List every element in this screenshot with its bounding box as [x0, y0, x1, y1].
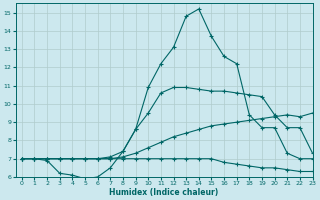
X-axis label: Humidex (Indice chaleur): Humidex (Indice chaleur): [109, 188, 219, 197]
